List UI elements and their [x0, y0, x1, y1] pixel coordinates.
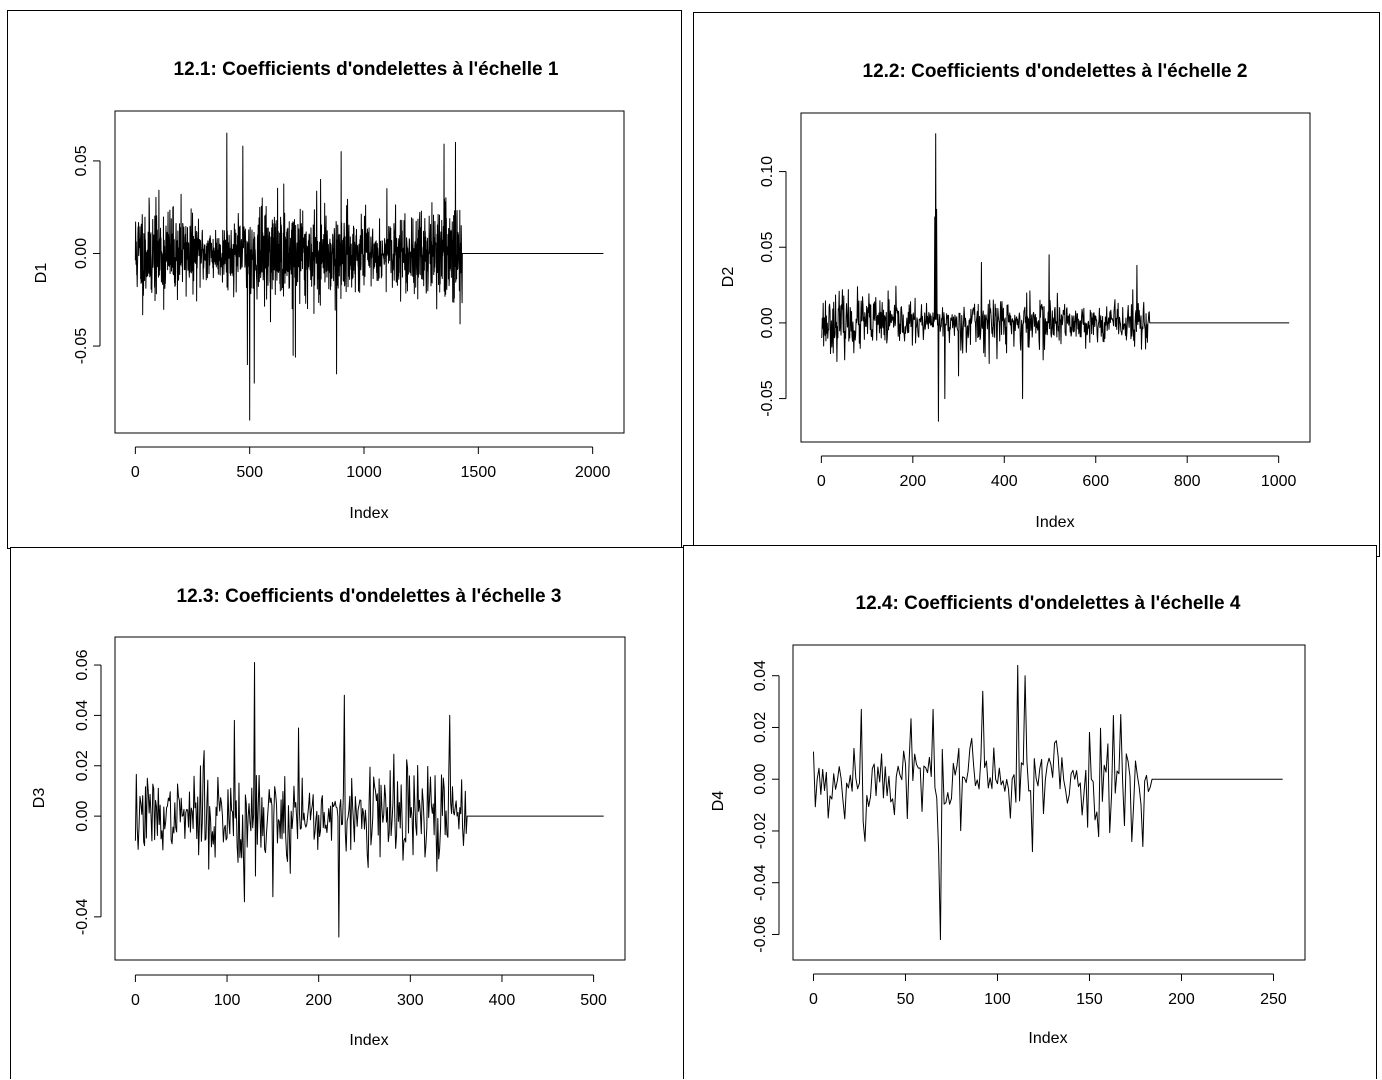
x-tick-label: 1500 [461, 464, 497, 481]
plot-frame [800, 112, 1311, 443]
y-tick-label: 0.02 [74, 750, 91, 781]
chart-panel-1: 12.1: Coefficients d'ondelettes à l'éche… [7, 10, 682, 549]
chart-title: 12.1: Coefficients d'ondelettes à l'éche… [174, 59, 559, 80]
series-path [820, 133, 1290, 422]
y-tick-label: -0.04 [752, 864, 769, 901]
x-axis-label: Index [349, 1032, 388, 1049]
chart-title: 12.3: Coefficients d'ondelettes à l'éche… [177, 586, 562, 607]
y-tick-label: -0.04 [74, 899, 91, 936]
chart-svg-2: 12.2: Coefficients d'ondelettes à l'éche… [720, 61, 1311, 531]
y-tick-label: 0.05 [73, 145, 90, 176]
x-tick-label: 400 [991, 473, 1018, 490]
x-axis: 0 500 1000 1500 2000 [131, 446, 611, 481]
y-tick-label: -0.05 [73, 328, 90, 365]
x-tick-label: 50 [897, 991, 915, 1008]
y-tick-label: 0.10 [759, 156, 776, 187]
chart-svg-4: 12.4: Coefficients d'ondelettes à l'éche… [710, 593, 1306, 1047]
plot-frame [792, 644, 1306, 961]
y-axis: -0.05 0.00 0.05 0.10 [759, 156, 787, 417]
x-tick-label: 200 [899, 473, 926, 490]
x-tick-label: 250 [1260, 991, 1287, 1008]
x-tick-label: 0 [131, 464, 140, 481]
y-tick-label: 0.02 [752, 712, 769, 743]
y-tick-label: -0.02 [752, 813, 769, 850]
x-tick-label: 1000 [1261, 473, 1297, 490]
y-tick-label: 0.00 [73, 238, 90, 269]
x-tick-label: 500 [580, 992, 607, 1009]
y-axis: -0.05 0.00 0.05 [73, 145, 101, 365]
x-tick-label: 150 [1076, 991, 1103, 1008]
y-tick-label: -0.06 [752, 916, 769, 953]
chart-svg-3: 12.3: Coefficients d'ondelettes à l'éche… [31, 586, 626, 1049]
x-tick-label: 300 [397, 992, 424, 1009]
chart-title: 12.2: Coefficients d'ondelettes à l'éche… [863, 61, 1248, 82]
x-tick-label: 600 [1082, 473, 1109, 490]
x-axis-label: Index [349, 505, 388, 522]
y-tick-label: 0.04 [752, 660, 769, 691]
x-tick-label: 800 [1174, 473, 1201, 490]
y-axis-label: D3 [31, 788, 48, 809]
x-tick-label: 1000 [346, 464, 382, 481]
y-axis: -0.06 -0.04 -0.02 0.00 0.02 0.04 [752, 660, 780, 953]
x-axis: 0 50 100 150 200 250 [809, 973, 1287, 1008]
x-tick-label: 0 [131, 992, 140, 1009]
x-axis-label: Index [1028, 1030, 1067, 1047]
y-tick-label: 0.00 [752, 764, 769, 795]
x-tick-label: 100 [214, 992, 241, 1009]
x-tick-label: 400 [489, 992, 516, 1009]
series-line [812, 664, 1283, 941]
series-path [812, 664, 1283, 941]
plot-frame [114, 636, 626, 961]
series-path [134, 132, 604, 421]
x-tick-label: 100 [984, 991, 1011, 1008]
x-axis: 0 100 200 300 400 500 [131, 974, 607, 1009]
y-tick-label: 0.05 [759, 232, 776, 263]
y-axis-label: D1 [33, 263, 50, 284]
series-line [134, 132, 604, 421]
x-tick-label: 200 [305, 992, 332, 1009]
series-path [134, 662, 604, 938]
y-tick-label: 0.00 [759, 307, 776, 338]
x-axis: 0 200 400 600 800 1000 [817, 455, 1297, 490]
chart-title: 12.4: Coefficients d'ondelettes à l'éche… [856, 593, 1241, 614]
y-axis-label: D2 [720, 267, 737, 288]
x-tick-label: 200 [1168, 991, 1195, 1008]
x-axis-label: Index [1035, 514, 1074, 531]
x-tick-label: 2000 [575, 464, 611, 481]
plot-frame [114, 110, 625, 434]
y-tick-label: 0.06 [74, 649, 91, 680]
series-line [134, 662, 604, 938]
chart-panel-3: 12.3: Coefficients d'ondelettes à l'éche… [10, 547, 684, 1079]
y-tick-label: 0.00 [74, 800, 91, 831]
x-tick-label: 0 [809, 991, 818, 1008]
y-axis: -0.04 0.00 0.02 0.04 0.06 [74, 649, 102, 936]
series-line [820, 133, 1290, 422]
y-tick-label: -0.05 [759, 380, 776, 417]
chart-panel-2: 12.2: Coefficients d'ondelettes à l'éche… [693, 12, 1380, 557]
y-tick-label: 0.04 [74, 700, 91, 731]
x-tick-label: 0 [817, 473, 826, 490]
chart-panel-4: 12.4: Coefficients d'ondelettes à l'éche… [683, 545, 1377, 1079]
chart-svg-1: 12.1: Coefficients d'ondelettes à l'éche… [33, 59, 625, 522]
y-axis-label: D4 [710, 791, 727, 812]
x-tick-label: 500 [236, 464, 263, 481]
